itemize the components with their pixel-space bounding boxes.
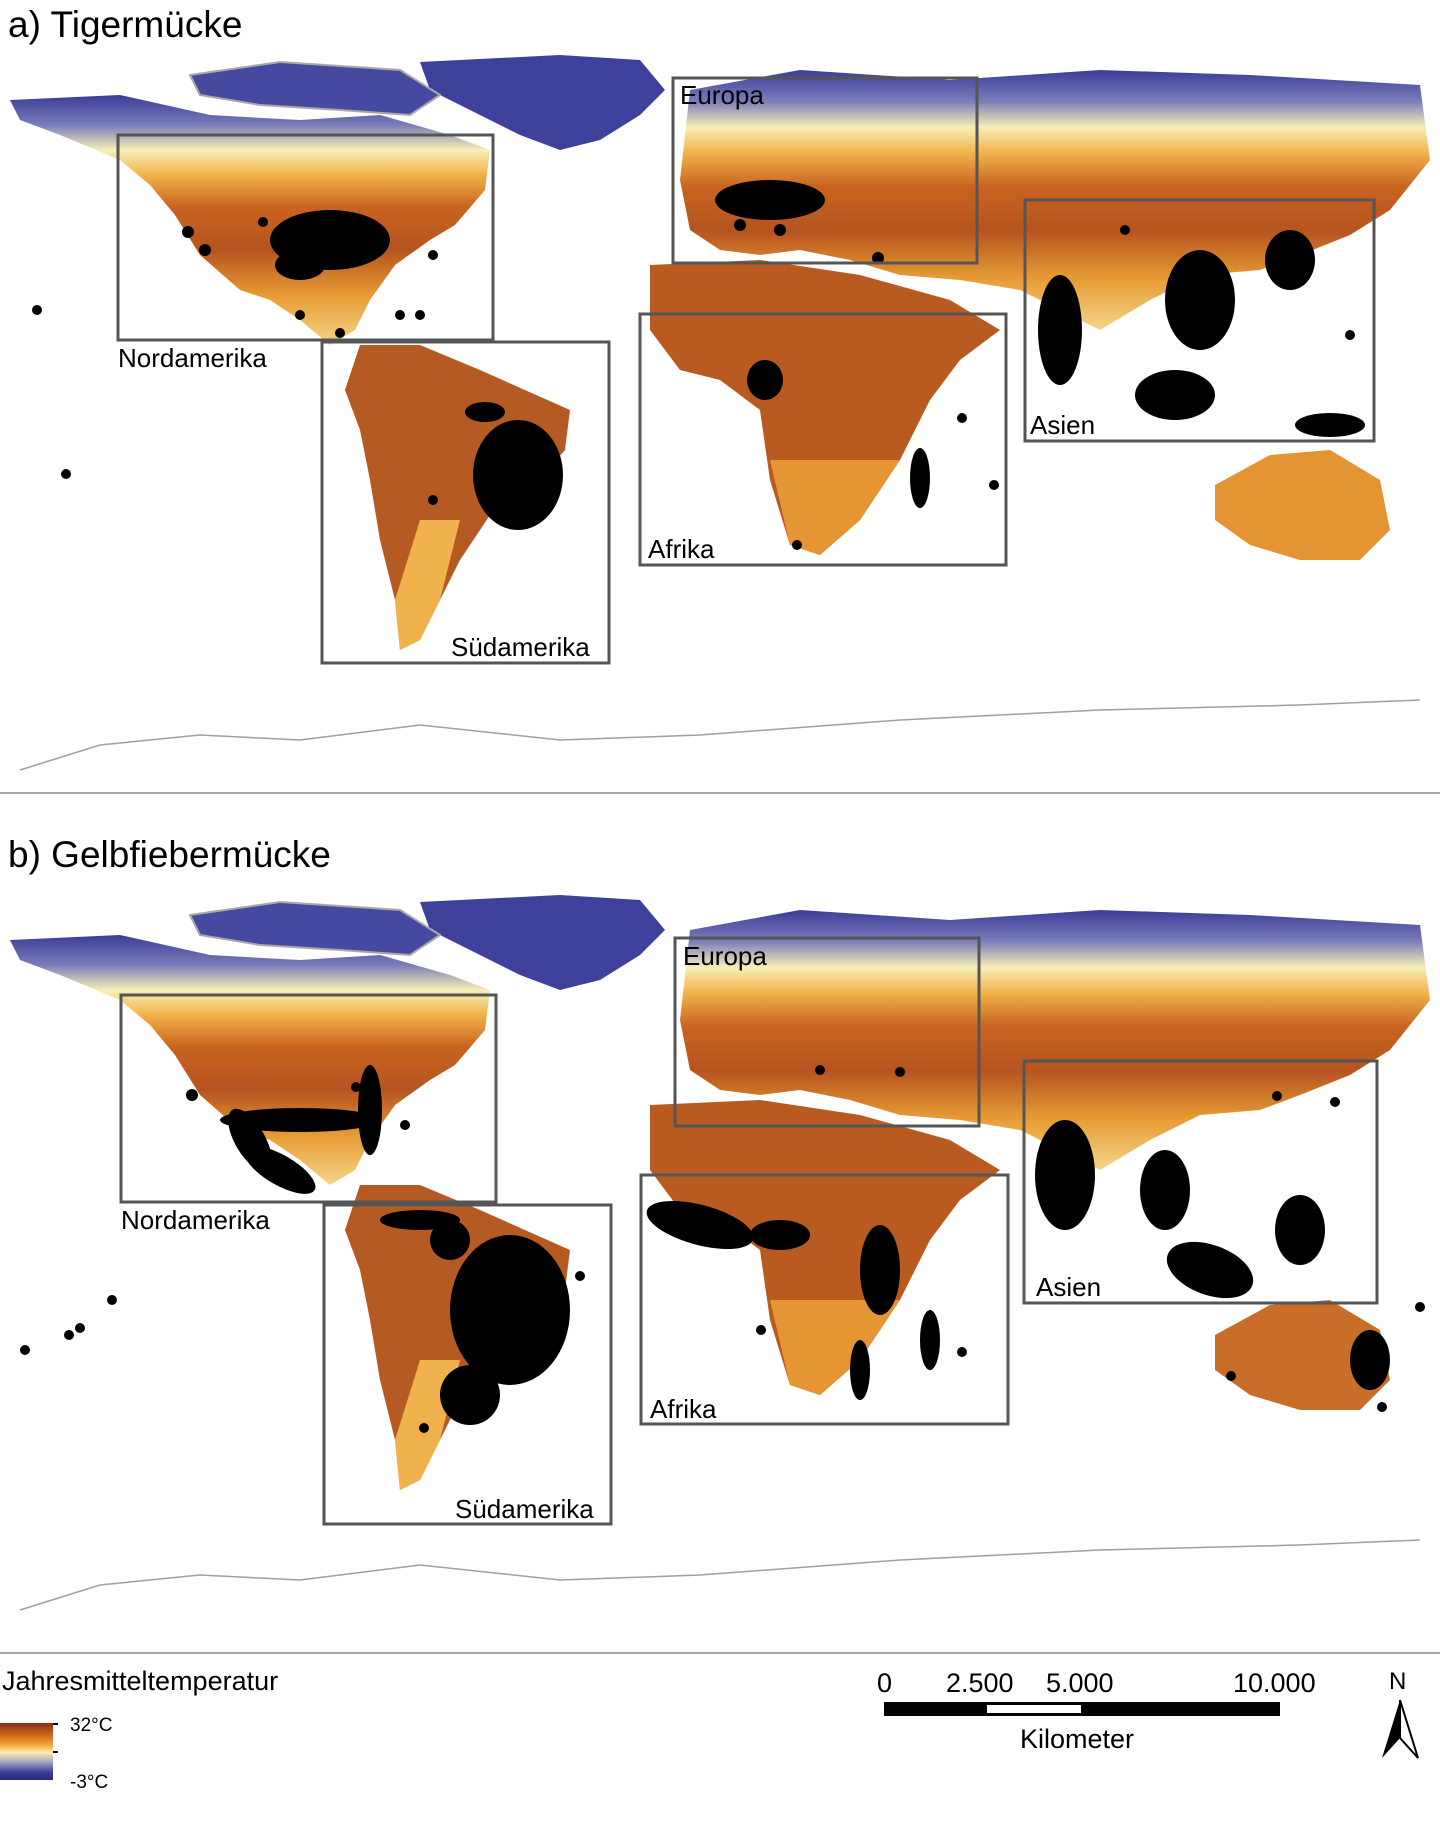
scale-tick-0: 0 — [877, 1668, 893, 1698]
panel-a-label-nordamerika: Nordamerika — [118, 343, 267, 373]
scale-bar — [884, 1702, 1280, 1716]
legend-title: Jahresmitteltemperatur — [2, 1666, 279, 1696]
box-b-suedamerika — [322, 1203, 613, 1526]
occurrence-points-a — [32, 180, 1365, 550]
antarctica-outline — [19, 699, 1421, 771]
antarctica-outline — [19, 1539, 1421, 1611]
greenland-landmass — [420, 895, 665, 990]
panel-b-label-asien: Asien — [1036, 1272, 1102, 1302]
temperature-colorbar — [0, 1723, 53, 1780]
box-a-asien — [1023, 198, 1376, 443]
panel-a-label-suedamerika: Südamerika — [451, 632, 590, 662]
panel-a-label-afrika: Afrika — [648, 534, 715, 564]
box-b-europa — [673, 936, 981, 1128]
scale-unit-label: Kilometer — [1020, 1724, 1135, 1754]
arctic-islands — [188, 60, 442, 117]
panel-a-label-europa: Europa — [680, 80, 764, 110]
panel-b-title: b) Gelbfiebermücke — [8, 834, 331, 875]
scale-tick-5000: 5.000 — [1046, 1668, 1114, 1698]
colorbar-tick-mid — [53, 1751, 58, 1753]
box-b-afrika — [639, 1173, 1010, 1426]
panel-b-label-europa: Europa — [683, 941, 767, 971]
australia-landmass — [1215, 450, 1390, 560]
scale-bar-white-segment — [987, 1705, 1081, 1713]
panel-b-map — [0, 890, 1440, 1630]
colorbar-max-label: 32°C — [70, 1715, 113, 1736]
panel-a-label-asien: Asien — [1030, 410, 1096, 440]
box-b-asien — [1022, 1059, 1379, 1305]
panel-b-label-nordamerika: Nordamerika — [121, 1205, 270, 1235]
panel-a-title: a) Tigermücke — [8, 4, 243, 45]
panel-b-label-suedamerika: Südamerika — [455, 1494, 594, 1524]
greenland-landmass — [420, 55, 665, 150]
box-a-afrika — [638, 312, 1008, 567]
arctic-islands — [188, 900, 442, 957]
panel-b-label-afrika: Afrika — [650, 1394, 717, 1424]
africa-landmass — [650, 260, 1000, 555]
panel-separator — [0, 792, 1440, 794]
box-a-suedamerika — [320, 340, 611, 665]
occurrence-points-b — [20, 1065, 1425, 1433]
legend-separator — [0, 1652, 1440, 1654]
box-a-europa — [671, 76, 979, 265]
scale-tick-2500: 2.500 — [946, 1668, 1014, 1698]
colorbar-min-label: -3°C — [70, 1772, 109, 1793]
box-a-nordamerika — [116, 133, 495, 342]
eurasia-landmass — [680, 910, 1430, 1170]
north-america-landmass — [10, 95, 490, 345]
colorbar-tick-max — [53, 1723, 58, 1725]
north-label: N — [1389, 1668, 1407, 1695]
panel-a-map — [0, 50, 1440, 790]
australia-landmass — [1215, 1300, 1390, 1410]
north-arrow-icon — [1380, 1698, 1420, 1765]
box-b-nordamerika — [119, 993, 498, 1204]
scale-tick-10000: 10.000 — [1233, 1668, 1316, 1698]
